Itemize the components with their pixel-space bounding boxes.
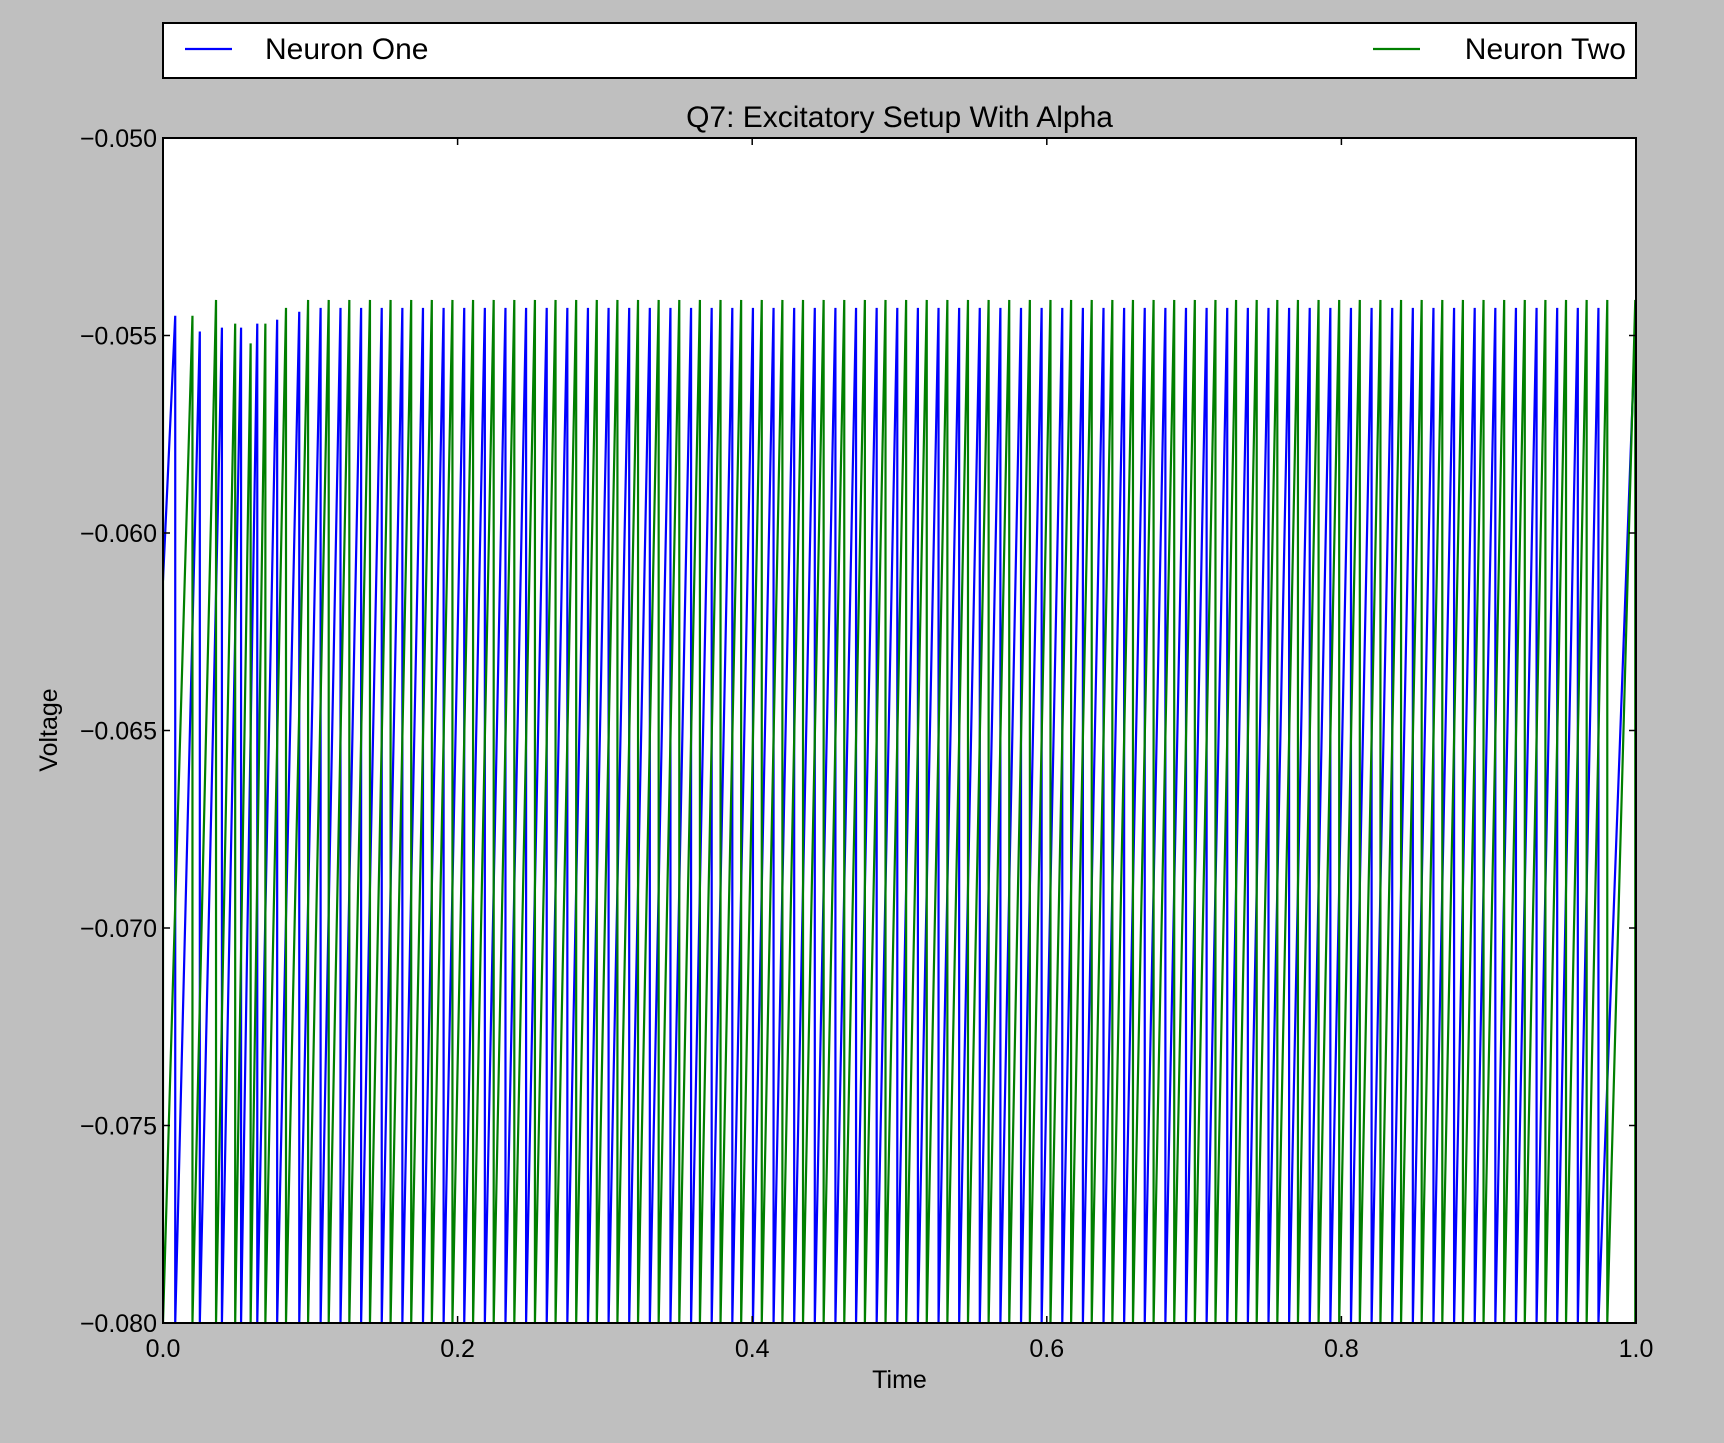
x-tick-label: 0.6 [1029, 1335, 1064, 1363]
axes-frame [162, 137, 1637, 1324]
chart-title: Q7: Excitatory Setup With Alpha [686, 101, 1113, 134]
y-tick-label: −0.055 [80, 323, 157, 351]
y-tick-label: −0.050 [80, 125, 157, 153]
x-tick-label: 1.0 [1619, 1335, 1654, 1363]
y-tick-label: −0.065 [80, 718, 157, 746]
y-tick-label: −0.060 [80, 520, 157, 548]
series-line-neuron-two [163, 299, 1636, 1323]
y-axis-label: Voltage [35, 688, 63, 771]
legend: Neuron One Neuron Two [162, 22, 1637, 79]
x-tick-label: 0.0 [146, 1335, 181, 1363]
series-line-neuron-one [163, 307, 1636, 1323]
legend-label-neuron-two: Neuron Two [1465, 33, 1626, 66]
x-axis-label: Time [872, 1366, 927, 1394]
y-tick-label: −0.075 [80, 1113, 157, 1141]
x-tick-label: 0.4 [735, 1335, 770, 1363]
legend-label-neuron-one: Neuron One [265, 33, 428, 66]
x-tick-label: 0.2 [440, 1335, 475, 1363]
x-tick-label: 0.8 [1324, 1335, 1359, 1363]
y-tick-label: −0.070 [80, 915, 157, 943]
y-tick-label: −0.080 [80, 1310, 157, 1338]
series-layer [163, 299, 1636, 1323]
y-axis: −0.080 −0.075 −0.070 −0.065 −0.060 −0.055 −0.0… [80, 125, 1636, 1338]
plot-area [163, 138, 1636, 1323]
legend-box [162, 22, 1637, 79]
x-axis: 0.0 0.2 0.4 0.6 0.8 1.0 [146, 138, 1654, 1363]
